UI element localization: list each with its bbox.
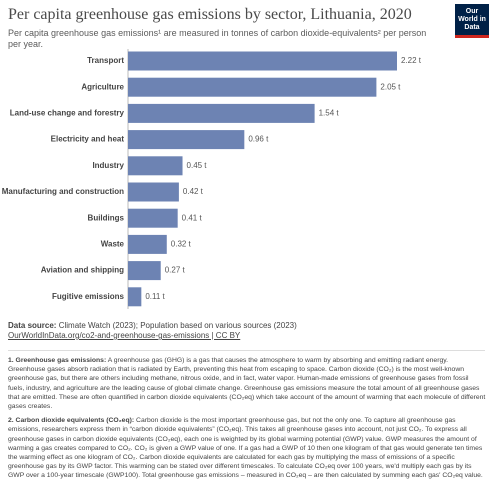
value-label: 2.22 t — [401, 56, 422, 65]
bar — [128, 156, 183, 176]
bar — [128, 77, 377, 97]
source-text: Climate Watch (2023); Population based o… — [58, 321, 297, 330]
category-label: Electricity and heat — [51, 135, 125, 144]
footnote-label: 2. Carbon dioxide equivalents (CO₂eq): — [8, 417, 135, 425]
subtitle: Per capita greenhouse gas emissions¹ are… — [8, 28, 427, 49]
bar — [128, 182, 179, 202]
category-label: Buildings — [88, 213, 125, 222]
bar — [128, 234, 167, 254]
footnotes: 1. Greenhouse gas emissions: A greenhous… — [8, 356, 486, 486]
bar — [128, 51, 397, 71]
category-label: Aviation and shipping — [41, 266, 124, 275]
logo[interactable]: Our World in Data — [455, 4, 489, 38]
value-label: 0.45 t — [187, 161, 208, 170]
bar — [128, 261, 161, 281]
value-label: 0.27 t — [165, 266, 186, 275]
value-label: 2.05 t — [380, 82, 401, 91]
chart: Transport 2.22 t Agriculture 2.05 t Land-use… — [2, 49, 422, 309]
category-label: Manufacturing and construction — [2, 187, 124, 196]
footnote: 2. Carbon dioxide equivalents (CO₂eq): C… — [8, 416, 486, 480]
footnote-text: A greenhouse gas (GHG) is a gas that cau… — [8, 357, 486, 411]
footnote-text: Carbon dioxide is the most important gre… — [8, 417, 483, 480]
footnote: 1. Greenhouse gas emissions: A greenhous… — [8, 356, 486, 411]
value-label: 1.54 t — [319, 109, 340, 118]
source-label: Data source: — [8, 321, 57, 330]
category-label: Agriculture — [81, 82, 124, 91]
category-label: Waste — [101, 240, 125, 249]
bar — [128, 208, 178, 228]
category-label: Industry — [92, 161, 124, 170]
value-label: 0.41 t — [182, 213, 203, 222]
bar — [128, 103, 315, 123]
bar — [128, 130, 245, 150]
value-label: 0.42 t — [183, 187, 204, 196]
value-label: 0.11 t — [145, 292, 165, 301]
category-label: Fugitive emissions — [52, 292, 125, 301]
separator — [8, 350, 485, 351]
category-label: Land-use change and forestry — [10, 109, 125, 118]
value-label: 0.96 t — [248, 135, 269, 144]
source: Data source: Climate Watch (2023); Popul… — [8, 320, 297, 331]
bar — [128, 287, 142, 307]
footnote-label: 1. Greenhouse gas emissions: — [8, 357, 107, 364]
source-link[interactable]: OurWorldInData.org/co2-and-greenhouse-ga… — [8, 331, 241, 340]
value-label: 0.32 t — [171, 240, 192, 249]
category-label: Transport — [87, 56, 124, 65]
chart-title: Per capita greenhouse gas emissions by s… — [8, 6, 412, 23]
